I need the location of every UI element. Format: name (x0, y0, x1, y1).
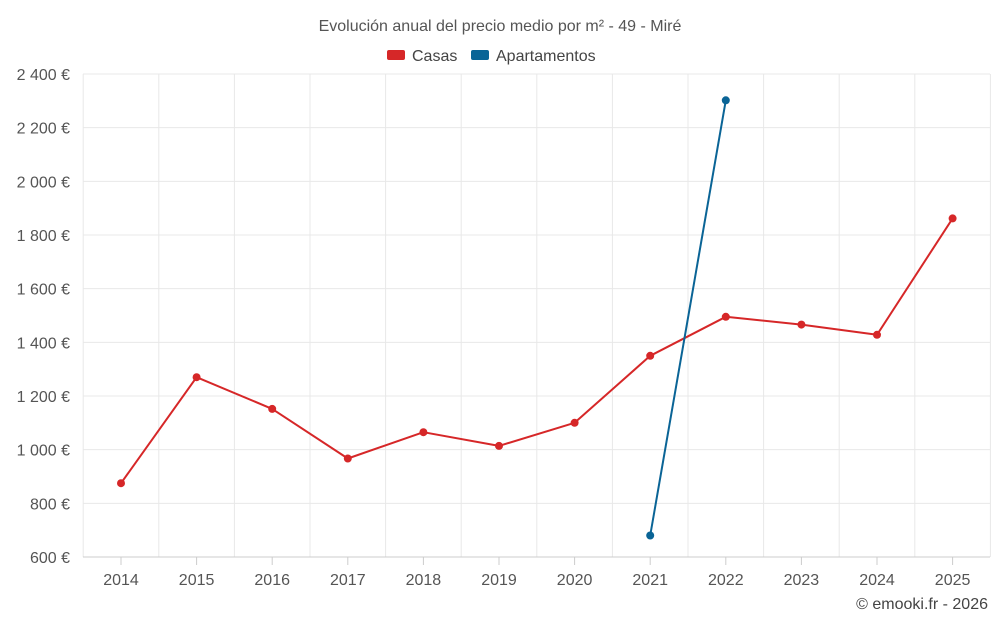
grid (82, 73, 991, 557)
x-tick-label: 2017 (330, 572, 366, 589)
y-tick-label: 1 000 € (17, 443, 70, 460)
series-line-apartamentos (649, 100, 727, 536)
x-tick-label: 2024 (859, 572, 895, 589)
data-point-apartamentos-2021[interactable] (646, 531, 655, 540)
y-tick-label: 1 600 € (17, 282, 70, 299)
y-tick-label: 800 € (30, 496, 70, 513)
x-tick-label: 2025 (935, 572, 971, 589)
series (117, 96, 957, 540)
legend-swatch-apartamentos (471, 50, 489, 60)
x-tick-label: 2021 (632, 572, 668, 589)
credit-text: © emooki.fr - 2026 (856, 596, 988, 613)
data-point-casas-2015[interactable] (192, 373, 201, 382)
data-point-casas-2022[interactable] (721, 312, 730, 321)
data-point-apartamentos-2022[interactable] (721, 96, 730, 105)
y-tick-label: 2 400 € (17, 67, 70, 84)
data-point-casas-2016[interactable] (268, 404, 277, 413)
legend-item-apartamentos[interactable]: Apartamentos (471, 48, 596, 65)
series-apartamentos (646, 96, 730, 540)
x-tick-label: 2016 (254, 572, 290, 589)
data-point-casas-2025[interactable] (948, 214, 957, 223)
data-point-casas-2024[interactable] (873, 330, 881, 339)
legend-swatch-casas (387, 50, 405, 60)
x-tick-label: 2019 (481, 572, 517, 589)
legend-label-casas: Casas (412, 48, 457, 65)
legend-item-casas[interactable]: Casas (387, 48, 457, 65)
axes: 600 € 800 € 1 000 € 1 200 € 1 400 € 1 600 € 1 … (17, 67, 990, 589)
y-tick-label: 1 800 € (17, 228, 70, 245)
data-point-casas-2023[interactable] (797, 320, 806, 329)
y-tick-label: 2 200 € (17, 121, 70, 138)
data-point-casas-2018[interactable] (419, 428, 428, 437)
y-tick-label: 2 000 € (17, 174, 70, 191)
y-tick-label: 1 200 € (17, 389, 70, 406)
y-tick-label: 600 € (30, 550, 70, 567)
series-casas (117, 214, 957, 488)
series-line-casas (120, 217, 954, 484)
legend-label-apartamentos: Apartamentos (496, 48, 596, 65)
y-tick-label: 1 400 € (17, 335, 70, 352)
x-tick-label: 2018 (406, 572, 442, 589)
data-point-casas-2017[interactable] (343, 454, 352, 463)
legend: Casas Apartamentos (387, 48, 596, 65)
chart-title: Evolución anual del precio medio por m² … (319, 18, 682, 35)
x-tick-label: 2022 (708, 572, 744, 589)
data-point-casas-2014[interactable] (117, 479, 125, 488)
x-tick-label: 2020 (557, 572, 593, 589)
data-point-casas-2020[interactable] (570, 418, 579, 427)
x-tick-label: 2023 (784, 572, 820, 589)
data-point-casas-2021[interactable] (646, 351, 655, 360)
x-tick-label: 2015 (179, 572, 215, 589)
x-tick-label: 2014 (103, 572, 139, 589)
data-point-casas-2019[interactable] (495, 441, 503, 450)
